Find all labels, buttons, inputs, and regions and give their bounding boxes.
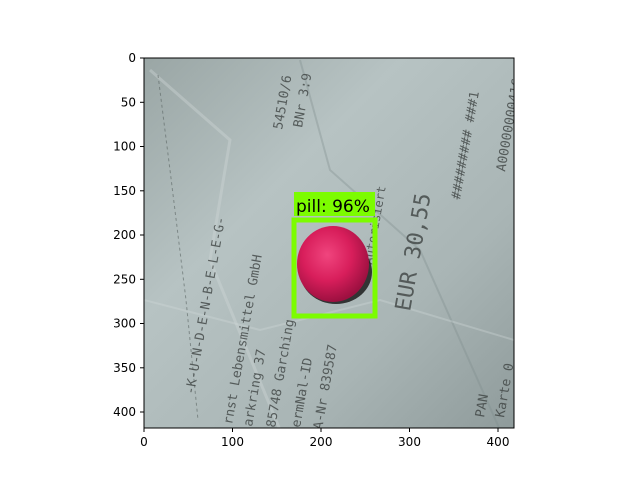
y-tick-label: 200	[113, 228, 136, 242]
pill	[297, 226, 372, 304]
y-tick-label: 0	[128, 51, 136, 65]
x-tick-label: 200	[310, 435, 333, 449]
y-tick-label: 250	[113, 272, 136, 286]
detection-label-bg	[294, 192, 375, 216]
detection-box	[291, 217, 378, 319]
x-axis: 0 100 200 300 400	[140, 428, 509, 449]
x-tick-label: 100	[221, 435, 244, 449]
y-tick-label: 150	[113, 184, 136, 198]
x-tick-label: 300	[398, 435, 421, 449]
y-tick-label: 400	[113, 405, 136, 419]
y-tick-label: 100	[113, 140, 136, 154]
y-tick-label: 50	[121, 95, 136, 109]
y-axis: 0 50 100 150 200 250 300 350 400	[113, 51, 144, 419]
axes-frame	[143, 57, 515, 429]
detection: pill: 96%	[291, 192, 378, 319]
photo: -K-U-N-D-E-N-B-E-L-E-G- rnst Lebensmitte…	[144, 58, 514, 428]
receipt-line: PAN	[473, 393, 492, 419]
y-tick-label: 300	[113, 317, 136, 331]
crease-1	[149, 68, 281, 428]
pill-body	[297, 226, 369, 302]
detection-label: pill: 96%	[296, 197, 370, 217]
x-tick-label: 400	[487, 435, 510, 449]
y-tick-label: 350	[113, 361, 136, 375]
x-tick-label: 0	[140, 435, 148, 449]
